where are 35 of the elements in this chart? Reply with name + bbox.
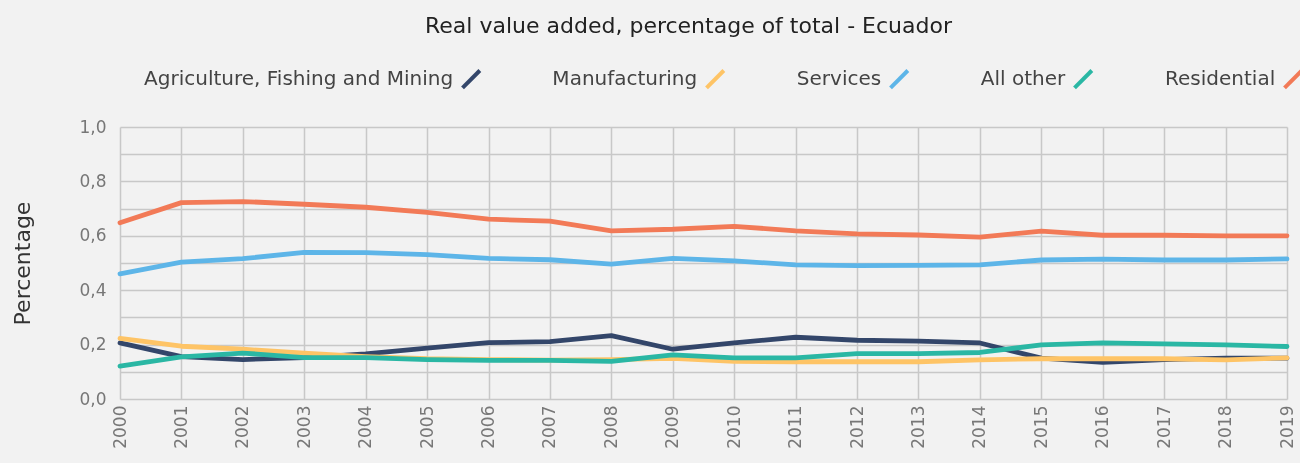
x-tick-label: 2013 — [907, 405, 928, 449]
y-tick-label: 0,6 — [79, 225, 107, 246]
x-tick-label: 2010 — [723, 405, 744, 449]
line-series — [117, 249, 1290, 277]
x-tick-label: 2009 — [662, 405, 683, 449]
x-tick-label: 2001 — [170, 405, 191, 449]
line-series — [117, 199, 1290, 240]
x-tick-label: 2007 — [539, 405, 560, 449]
y-tick-label: 0,4 — [79, 279, 107, 300]
legend-label: Services — [796, 66, 882, 91]
x-tick-label: 2017 — [1153, 405, 1174, 449]
x-tick-label: 2006 — [478, 405, 499, 449]
y-tick-label: 0,2 — [79, 334, 107, 355]
y-tick-label: 1,0 — [79, 116, 107, 137]
legend-label: All other — [980, 66, 1066, 91]
x-tick-label: 2016 — [1092, 405, 1113, 449]
x-tick-label: 2011 — [785, 405, 806, 449]
x-tick-label: 2008 — [600, 405, 621, 449]
x-tick-label: 2012 — [846, 405, 867, 449]
chart-title: Real value added, percentage of total - Ecuador — [425, 13, 953, 38]
legend-label: Agriculture, Fishing and Mining — [144, 66, 454, 91]
x-tick-label: 2002 — [232, 405, 253, 449]
y-tick-label: 0,0 — [79, 388, 107, 409]
y-tick-label: 0,8 — [79, 170, 107, 191]
x-tick-label: 2004 — [355, 405, 376, 449]
x-tick-label: 2000 — [109, 405, 130, 449]
x-tick-label: 2019 — [1276, 405, 1297, 449]
x-tick-label: 2015 — [1030, 405, 1051, 449]
x-tick-label: 2005 — [416, 405, 437, 449]
legend-label: Manufacturing — [552, 66, 698, 91]
x-tick-label: 2018 — [1215, 405, 1236, 449]
legend-label: Residential — [1165, 66, 1276, 91]
x-tick-label: 2003 — [293, 405, 314, 449]
y-axis-title: Percentage — [10, 201, 36, 326]
x-tick-label: 2014 — [969, 405, 990, 449]
